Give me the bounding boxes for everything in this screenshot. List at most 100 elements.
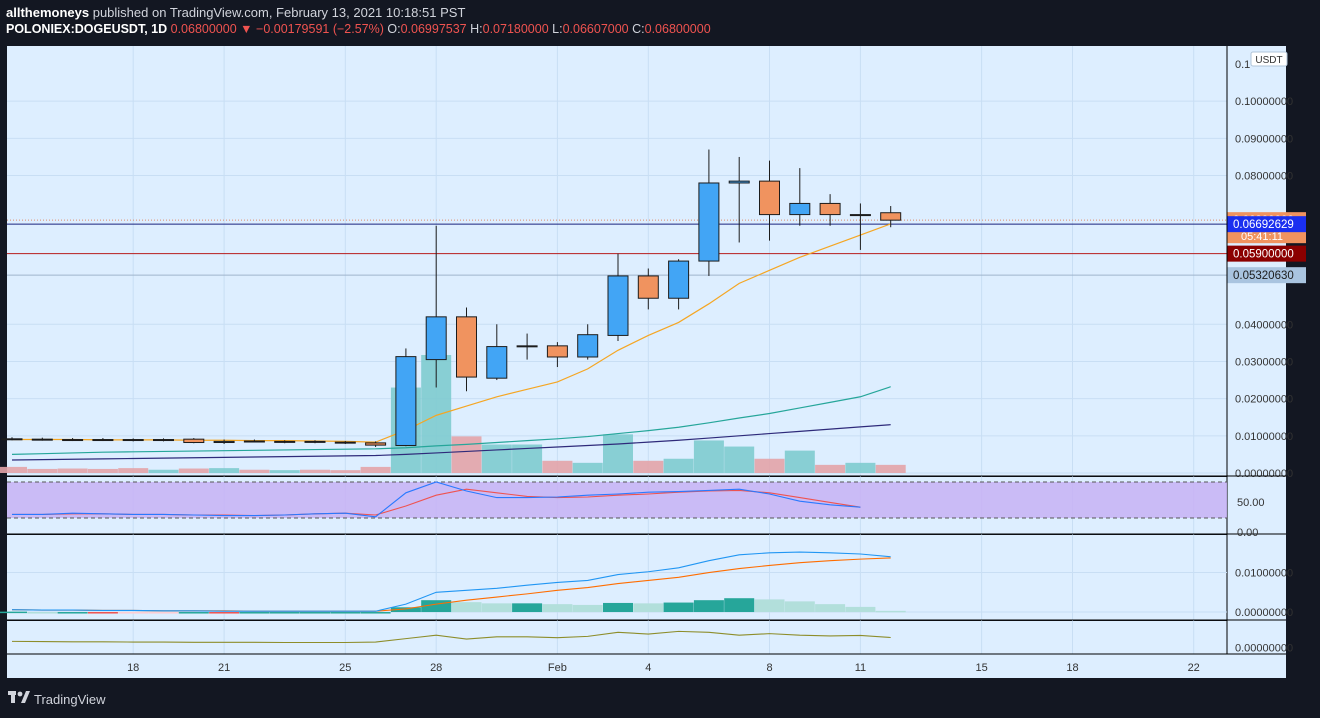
high-value: 0.07180000	[482, 22, 549, 36]
macd-hist-bar	[178, 612, 209, 614]
time-tick-label: 18	[1066, 662, 1078, 674]
candle	[849, 203, 871, 250]
candle	[62, 438, 84, 442]
candle-body	[486, 346, 508, 379]
open-label: O:	[387, 22, 401, 36]
level-tag-3-bg	[1227, 267, 1306, 284]
macd-hist-bar	[27, 612, 58, 614]
candle	[789, 168, 811, 226]
macd-hist-bar	[693, 600, 724, 613]
candle	[819, 194, 841, 226]
open-value: 0.06997537	[400, 22, 467, 36]
macd-hist-bar	[57, 612, 88, 614]
candle-body	[183, 438, 205, 444]
tradingview-logo-icon[interactable]	[8, 689, 30, 705]
time-tick-label: Feb	[548, 662, 567, 674]
level-tag-2: 0.05900000	[1233, 249, 1294, 261]
chart-canvas[interactable]: 0.10000000 0.09000000 0.08000000 0.04000000…	[0, 42, 1320, 682]
level-tag-2-bg	[1227, 245, 1306, 262]
volume-bar	[875, 464, 906, 473]
candle-body	[304, 440, 326, 443]
volume-bar	[845, 462, 876, 473]
macd-hist-bar	[421, 600, 452, 613]
time-tick-label: 21	[218, 662, 230, 674]
osc-pane-bg	[7, 621, 1227, 654]
volume-bar	[0, 466, 27, 473]
volume-bar	[360, 466, 391, 473]
candle	[92, 438, 114, 442]
price-tick-label: 0.09000000	[1235, 133, 1293, 145]
time-tick-label: 15	[975, 662, 987, 674]
macd-hist-bar	[269, 612, 300, 614]
time-axis-bg	[7, 654, 1286, 678]
countdown-tag: 05:41:11	[1241, 231, 1283, 243]
ma-navy-line	[11, 424, 891, 461]
candle-body	[62, 439, 84, 442]
volume-bar	[754, 458, 785, 473]
main-pane-bg	[7, 46, 1227, 476]
volume-bar	[481, 444, 512, 473]
currency-label: USDT	[1255, 55, 1282, 66]
macd-hist-bar	[481, 603, 512, 613]
macd-line	[11, 551, 891, 612]
candle-body	[92, 439, 114, 442]
volume-bar	[57, 468, 88, 473]
candle	[183, 438, 205, 444]
publisher-name[interactable]: allthemoneys	[6, 5, 90, 20]
volume-bar	[27, 468, 58, 473]
brand-label[interactable]: TradingView	[34, 692, 106, 707]
macd-hist-bar	[390, 607, 421, 613]
price-tick-label: 0.08000000	[1235, 171, 1293, 183]
candle-body	[243, 440, 265, 443]
volume-bar	[148, 469, 179, 473]
osc-tick-label: 0.00000000	[1235, 643, 1293, 655]
volume-bar	[300, 469, 330, 473]
time-tick-label: 8	[766, 662, 772, 674]
price-tick-label: 0.04000000	[1235, 319, 1293, 331]
rsi-band	[7, 482, 1227, 518]
candle-body	[849, 214, 871, 217]
candle-body	[880, 212, 902, 221]
candle	[274, 440, 296, 444]
candle-body	[637, 275, 659, 299]
candle	[122, 438, 144, 442]
candle-body	[789, 202, 811, 216]
level-tag-1: 0.06692629	[1233, 219, 1294, 231]
candle-body	[31, 438, 53, 441]
candle-body	[546, 345, 568, 358]
candle	[31, 437, 53, 441]
candle	[546, 342, 568, 368]
macd-hist-bar	[239, 612, 270, 614]
level-tag-3: 0.05320630	[1233, 270, 1294, 282]
candle	[759, 160, 780, 241]
symbol-line: POLONIEX:DOGEUSDT, 1D 0.06800000 ▼ −0.00…	[6, 22, 711, 36]
time-tick-label: 22	[1188, 662, 1200, 674]
candle-body	[819, 202, 841, 216]
candle	[425, 225, 447, 388]
macd-hist-bar	[148, 612, 179, 614]
macd-hist-bar	[451, 602, 482, 613]
candle	[456, 307, 477, 392]
volume-bar	[330, 470, 361, 473]
candle-body	[213, 440, 235, 444]
candle	[668, 259, 690, 310]
volume-bar	[118, 468, 149, 473]
candle-body	[728, 180, 750, 184]
candle	[243, 439, 265, 443]
volume-bar	[633, 460, 664, 473]
candle	[637, 268, 659, 310]
candle-body	[759, 180, 780, 216]
time-tick-label: 11	[855, 662, 866, 674]
price-axis-bg	[1227, 46, 1286, 654]
macd-hist-bar	[0, 611, 27, 614]
time-tick-label: 18	[127, 662, 139, 674]
price-tick-label: 0.03000000	[1235, 356, 1293, 368]
time-tick-label: 28	[430, 662, 442, 674]
macd-hist-bar	[330, 612, 361, 614]
time-tick-label: 25	[339, 662, 351, 674]
price-tick-label-top: 0.1	[1235, 59, 1250, 71]
macd-hist-bar	[300, 612, 330, 614]
down-arrow-icon: ▼	[240, 22, 253, 36]
macd-hist-bar	[875, 610, 906, 613]
symbol-name[interactable]: POLONIEX:DOGEUSDT, 1D	[6, 22, 168, 36]
